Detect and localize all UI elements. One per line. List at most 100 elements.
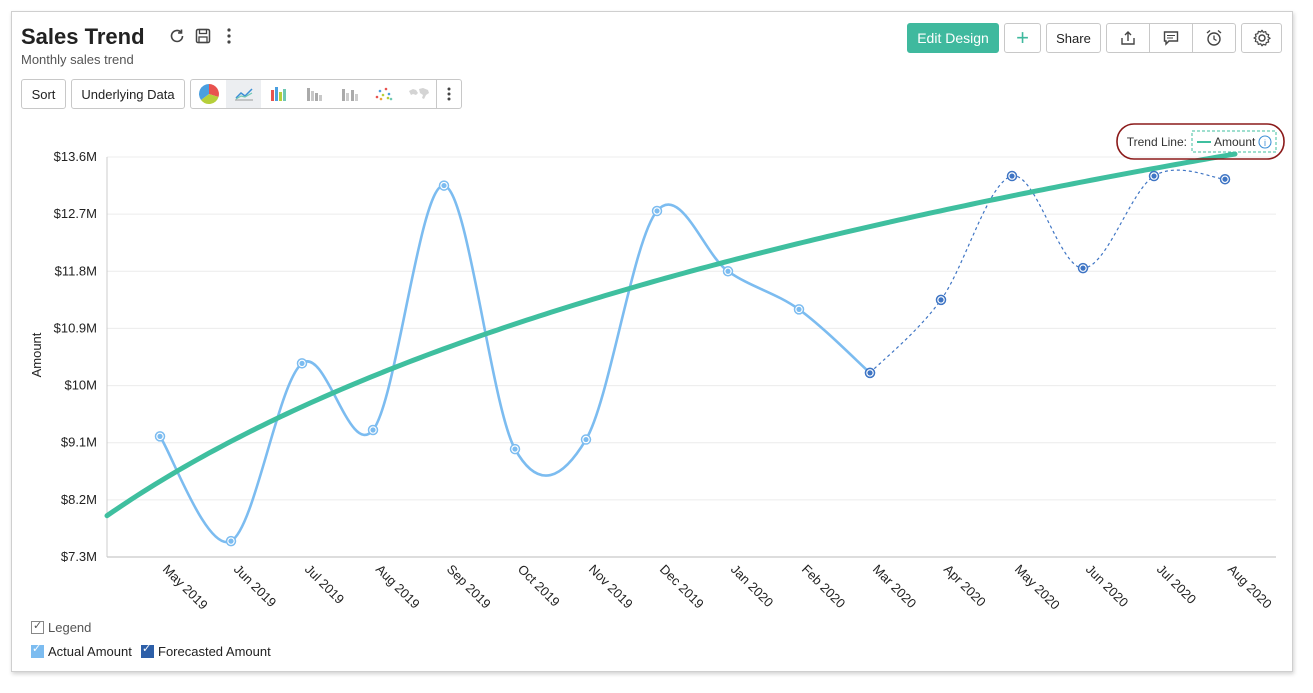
bar-chart-option[interactable] [261,80,296,108]
y-tick-label: $12.7M [54,206,97,221]
actual-data-point-core [512,446,518,452]
trend-line-label: Trend Line: Amount i [1116,123,1285,160]
page-subtitle: Monthly sales trend [21,52,134,67]
legend-checkbox[interactable] [31,619,44,634]
forecast-data-point-core [938,297,944,303]
export-button[interactable] [1107,24,1150,52]
forecasted-amount-checkbox[interactable] [141,642,154,658]
map-option[interactable] [401,80,436,108]
forecast-data-point-core [1009,173,1015,179]
x-tick-label: Jun 2020 [1083,562,1131,610]
y-tick-label: $11.8M [55,263,97,278]
alarm-button[interactable] [1193,24,1235,52]
forecast-data-point-core [1222,176,1228,182]
y-tick-label: $8.2M [61,492,97,507]
x-tick-label: Jul 2020 [1154,562,1199,607]
chart-type-switcher [190,79,462,109]
y-tick-label: $13.6M [54,149,97,164]
grid-lines [106,156,1276,558]
column-chart-icon [341,89,358,101]
y-tick-labels: $7.3M $8.2M $9.1M $10M $10.9M $11.8M $12.7M $13… [54,149,97,564]
actual-amount-checkbox[interactable] [31,642,44,658]
forecast-data-point-core [1151,173,1157,179]
edit-design-button[interactable]: Edit Design [907,23,999,53]
line-chart-option[interactable] [226,80,261,108]
y-tick-label: $9.1M [61,435,97,450]
actual-amount-line[interactable] [158,184,871,544]
x-tick-label: Oct 2019 [515,562,563,610]
x-tick-label: Jun 2019 [231,562,279,610]
x-tick-label: Aug 2019 [373,562,423,612]
bar-chart-icon [270,87,286,101]
series-layer [104,151,1238,547]
save-icon[interactable] [193,26,213,46]
add-button[interactable]: + [1004,23,1041,53]
more-vertical-icon [447,87,451,101]
alarm-icon [1206,29,1222,46]
actual-data-point-core [228,538,234,544]
forecast-data-point-core [867,370,873,376]
legend-item-label: Forecasted Amount [158,644,271,659]
x-tick-label: Apr 2020 [941,562,989,610]
pie-chart-option[interactable] [191,80,226,108]
line-chart-icon [234,88,253,101]
y-axis-label: Amount [29,332,44,377]
x-tick-label: Jul 2019 [302,562,347,607]
stacked-bar-icon [306,88,322,101]
x-tick-label: Mar 2020 [870,562,919,611]
actual-data-point-core [370,427,376,433]
underlying-data-button[interactable]: Underlying Data [71,79,185,109]
x-tick-label: May 2020 [1012,562,1063,613]
x-tick-label: Aug 2020 [1225,562,1275,612]
info-icon-glyph: i [1264,138,1266,148]
actual-data-point-core [157,433,163,439]
actual-data-point-core [583,436,589,443]
refresh-icon[interactable] [167,26,187,46]
trend-highlight-ring [1116,123,1285,160]
pie-chart-icon [198,84,219,104]
trend-line[interactable] [104,151,1238,519]
sort-button[interactable]: Sort [21,79,66,109]
trend-series-box [1191,130,1277,153]
legend-item-actual[interactable]: Actual Amount [31,642,132,659]
column-chart-option[interactable] [331,80,366,108]
x-tick-label: Jan 2020 [728,562,776,610]
y-tick-label: $7.3M [61,549,97,564]
y-tick-label: $10.9M [54,320,97,335]
actual-data-point-core [441,182,447,189]
comment-button[interactable] [1150,24,1193,52]
settings-button[interactable] [1241,23,1282,53]
y-tick-label: $10M [64,378,97,393]
x-tick-labels: May 2019 Jun 2019 Jul 2019 Aug 2019 Sep 2019… [160,562,1275,613]
actual-data-point-core [654,208,660,214]
legend-toggle[interactable]: Legend [31,619,92,635]
stacked-bar-option[interactable] [296,80,331,108]
x-tick-label: May 2019 [160,562,211,613]
comment-icon [1163,31,1179,46]
legend-item-label: Actual Amount [48,644,132,659]
action-button-group [1106,23,1236,53]
trend-series-name[interactable]: Amount [1214,135,1256,149]
title-actions [167,26,239,46]
map-icon [408,88,429,99]
actual-data-point-core [796,306,802,312]
legend-item-forecast[interactable]: Forecasted Amount [141,642,271,659]
scatter-option[interactable] [366,80,401,108]
more-chart-types-button[interactable] [436,80,461,108]
report-frame [11,11,1293,672]
share-button[interactable]: Share [1046,23,1101,53]
info-icon[interactable] [1258,135,1272,149]
legend-title: Legend [48,620,92,635]
page-title: Sales Trend [21,24,145,49]
x-tick-label: Nov 2019 [586,562,636,612]
gear-icon [1252,29,1271,47]
actual-data-point-core [299,360,305,366]
trend-line-prefix: Trend Line: [1127,135,1187,149]
scatter-icon [375,87,392,101]
x-tick-label: Sep 2019 [444,562,494,612]
more-vertical-icon[interactable] [219,26,239,46]
x-tick-label: Feb 2020 [799,562,848,611]
x-tick-label: Dec 2019 [657,562,707,612]
forecast-data-point-core [1080,265,1086,271]
